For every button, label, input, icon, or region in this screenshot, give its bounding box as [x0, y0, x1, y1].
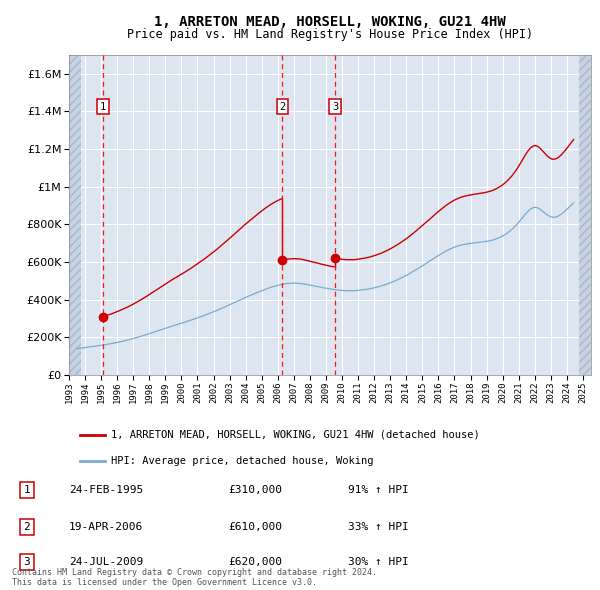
Text: 3: 3	[332, 102, 338, 112]
Text: HPI: Average price, detached house, Woking: HPI: Average price, detached house, Woki…	[112, 456, 374, 466]
Text: 1, ARRETON MEAD, HORSELL, WOKING, GU21 4HW (detached house): 1, ARRETON MEAD, HORSELL, WOKING, GU21 4…	[112, 430, 480, 440]
Text: 24-JUL-2009: 24-JUL-2009	[69, 557, 143, 567]
Text: 24-FEB-1995: 24-FEB-1995	[69, 485, 143, 495]
Text: Price paid vs. HM Land Registry's House Price Index (HPI): Price paid vs. HM Land Registry's House …	[127, 28, 533, 41]
Text: 1: 1	[23, 485, 31, 495]
Text: £610,000: £610,000	[228, 522, 282, 532]
Text: 30% ↑ HPI: 30% ↑ HPI	[348, 557, 409, 567]
Text: 3: 3	[23, 557, 31, 567]
Text: 1: 1	[100, 102, 106, 112]
Text: 19-APR-2006: 19-APR-2006	[69, 522, 143, 532]
Bar	[69, 55, 81, 375]
Text: £620,000: £620,000	[228, 557, 282, 567]
Text: Contains HM Land Registry data © Crown copyright and database right 2024.
This d: Contains HM Land Registry data © Crown c…	[12, 568, 377, 587]
Text: 2: 2	[280, 102, 286, 112]
Bar	[579, 55, 591, 375]
Text: 2: 2	[23, 522, 31, 532]
Text: 1, ARRETON MEAD, HORSELL, WOKING, GU21 4HW: 1, ARRETON MEAD, HORSELL, WOKING, GU21 4…	[154, 15, 506, 29]
Text: 33% ↑ HPI: 33% ↑ HPI	[348, 522, 409, 532]
Text: £310,000: £310,000	[228, 485, 282, 495]
Text: 91% ↑ HPI: 91% ↑ HPI	[348, 485, 409, 495]
